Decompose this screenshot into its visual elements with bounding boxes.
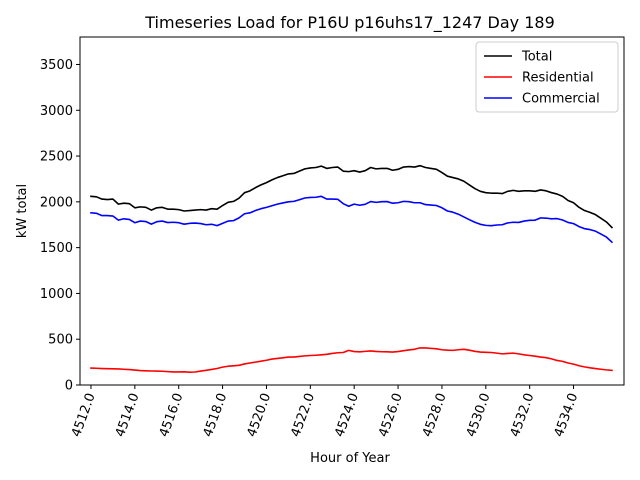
y-tick-label: 2000 [40,195,73,210]
series-line-commercial [90,195,614,244]
legend-label-commercial: Commercial [522,92,600,107]
y-axis-ticks: 0 500 1000 1500 2000 2500 3000 3500 [40,58,80,394]
y-tick-label: 500 [48,333,73,348]
y-tick-label: 2500 [40,150,73,165]
legend-label-residential: Residential [522,71,594,86]
legend: Total Residential Commercial [475,41,619,113]
series-line-total [90,164,614,229]
legend-label-total: Total [521,50,552,65]
x-axis-label: Hour of Year [310,451,390,466]
y-tick-label: 0 [65,379,73,394]
y-tick-label: 3000 [40,104,73,119]
y-tick-label: 1000 [40,287,73,302]
legend-box [475,41,619,113]
series-line-residential [90,347,613,373]
y-tick-label: 3500 [40,58,73,73]
axes-frame [79,36,625,386]
plot-area [90,164,614,373]
chart-title: Timeseries Load for P16U p16uhs17_1247 D… [144,13,555,33]
y-tick-label: 1500 [40,241,73,256]
y-axis-label: kW total [15,184,30,238]
